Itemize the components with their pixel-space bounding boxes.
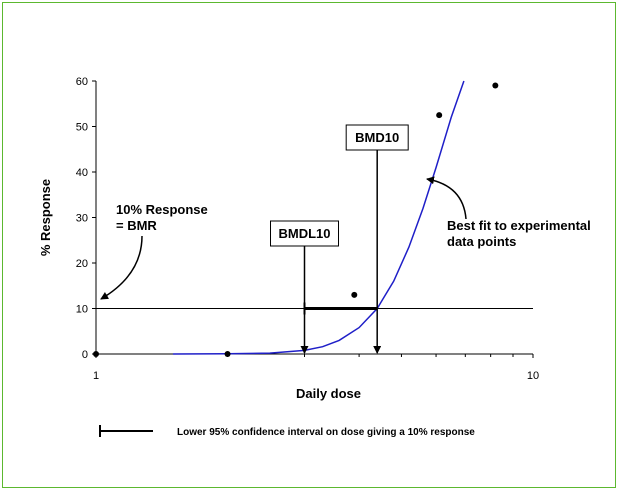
best-fit-annotation-line2: data points — [447, 234, 516, 249]
legend-text: Lower 95% confidence interval on dose gi… — [177, 427, 475, 438]
bmr-annotation-arrow — [100, 235, 143, 300]
best-fit-annotation-line1: Best fit to experimental — [447, 218, 591, 233]
bmr-annotation-line2: = BMR — [116, 218, 157, 233]
bmd-markers: BMDL10 BMD10 — [270, 124, 409, 354]
fit-curve-group — [172, 80, 465, 355]
y-tick-label: 60 — [76, 76, 88, 88]
data-point — [436, 112, 443, 119]
y-tick-label: 20 — [76, 258, 88, 270]
data-point — [224, 351, 231, 357]
data-point — [351, 291, 358, 298]
fit-curve — [172, 80, 465, 355]
tick-labels: 0 10 20 30 40 50 60 1 10 — [76, 76, 539, 382]
data-point — [93, 351, 99, 357]
data-points — [93, 82, 499, 357]
x-axis-title: Daily dose — [296, 386, 361, 401]
bmdl10-label: BMDL10 — [278, 226, 330, 241]
y-tick-label: 40 — [76, 167, 88, 179]
bmdl10-label-box — [270, 220, 340, 247]
y-tick-label: 50 — [76, 122, 88, 134]
data-point — [492, 82, 499, 89]
bmr-annotation-line1: 10% Response — [116, 202, 208, 217]
x-tick-label: 10 — [527, 370, 539, 382]
annotations: 10% Response= BMR Best fit to experimenta… — [100, 176, 591, 300]
chart-frame — [2, 2, 616, 488]
y-tick-label: 10 — [76, 304, 88, 316]
y-tick-label: 0 — [82, 349, 88, 361]
x-tick-label: 1 — [93, 370, 99, 382]
bmd10-label: BMD10 — [355, 130, 399, 145]
y-tick-label: 30 — [76, 213, 88, 225]
best-fit-annotation-arrow — [426, 176, 467, 220]
legend: Lower 95% confidence interval on dose gi… — [99, 425, 475, 438]
y-axis-title: % Response — [38, 179, 53, 256]
